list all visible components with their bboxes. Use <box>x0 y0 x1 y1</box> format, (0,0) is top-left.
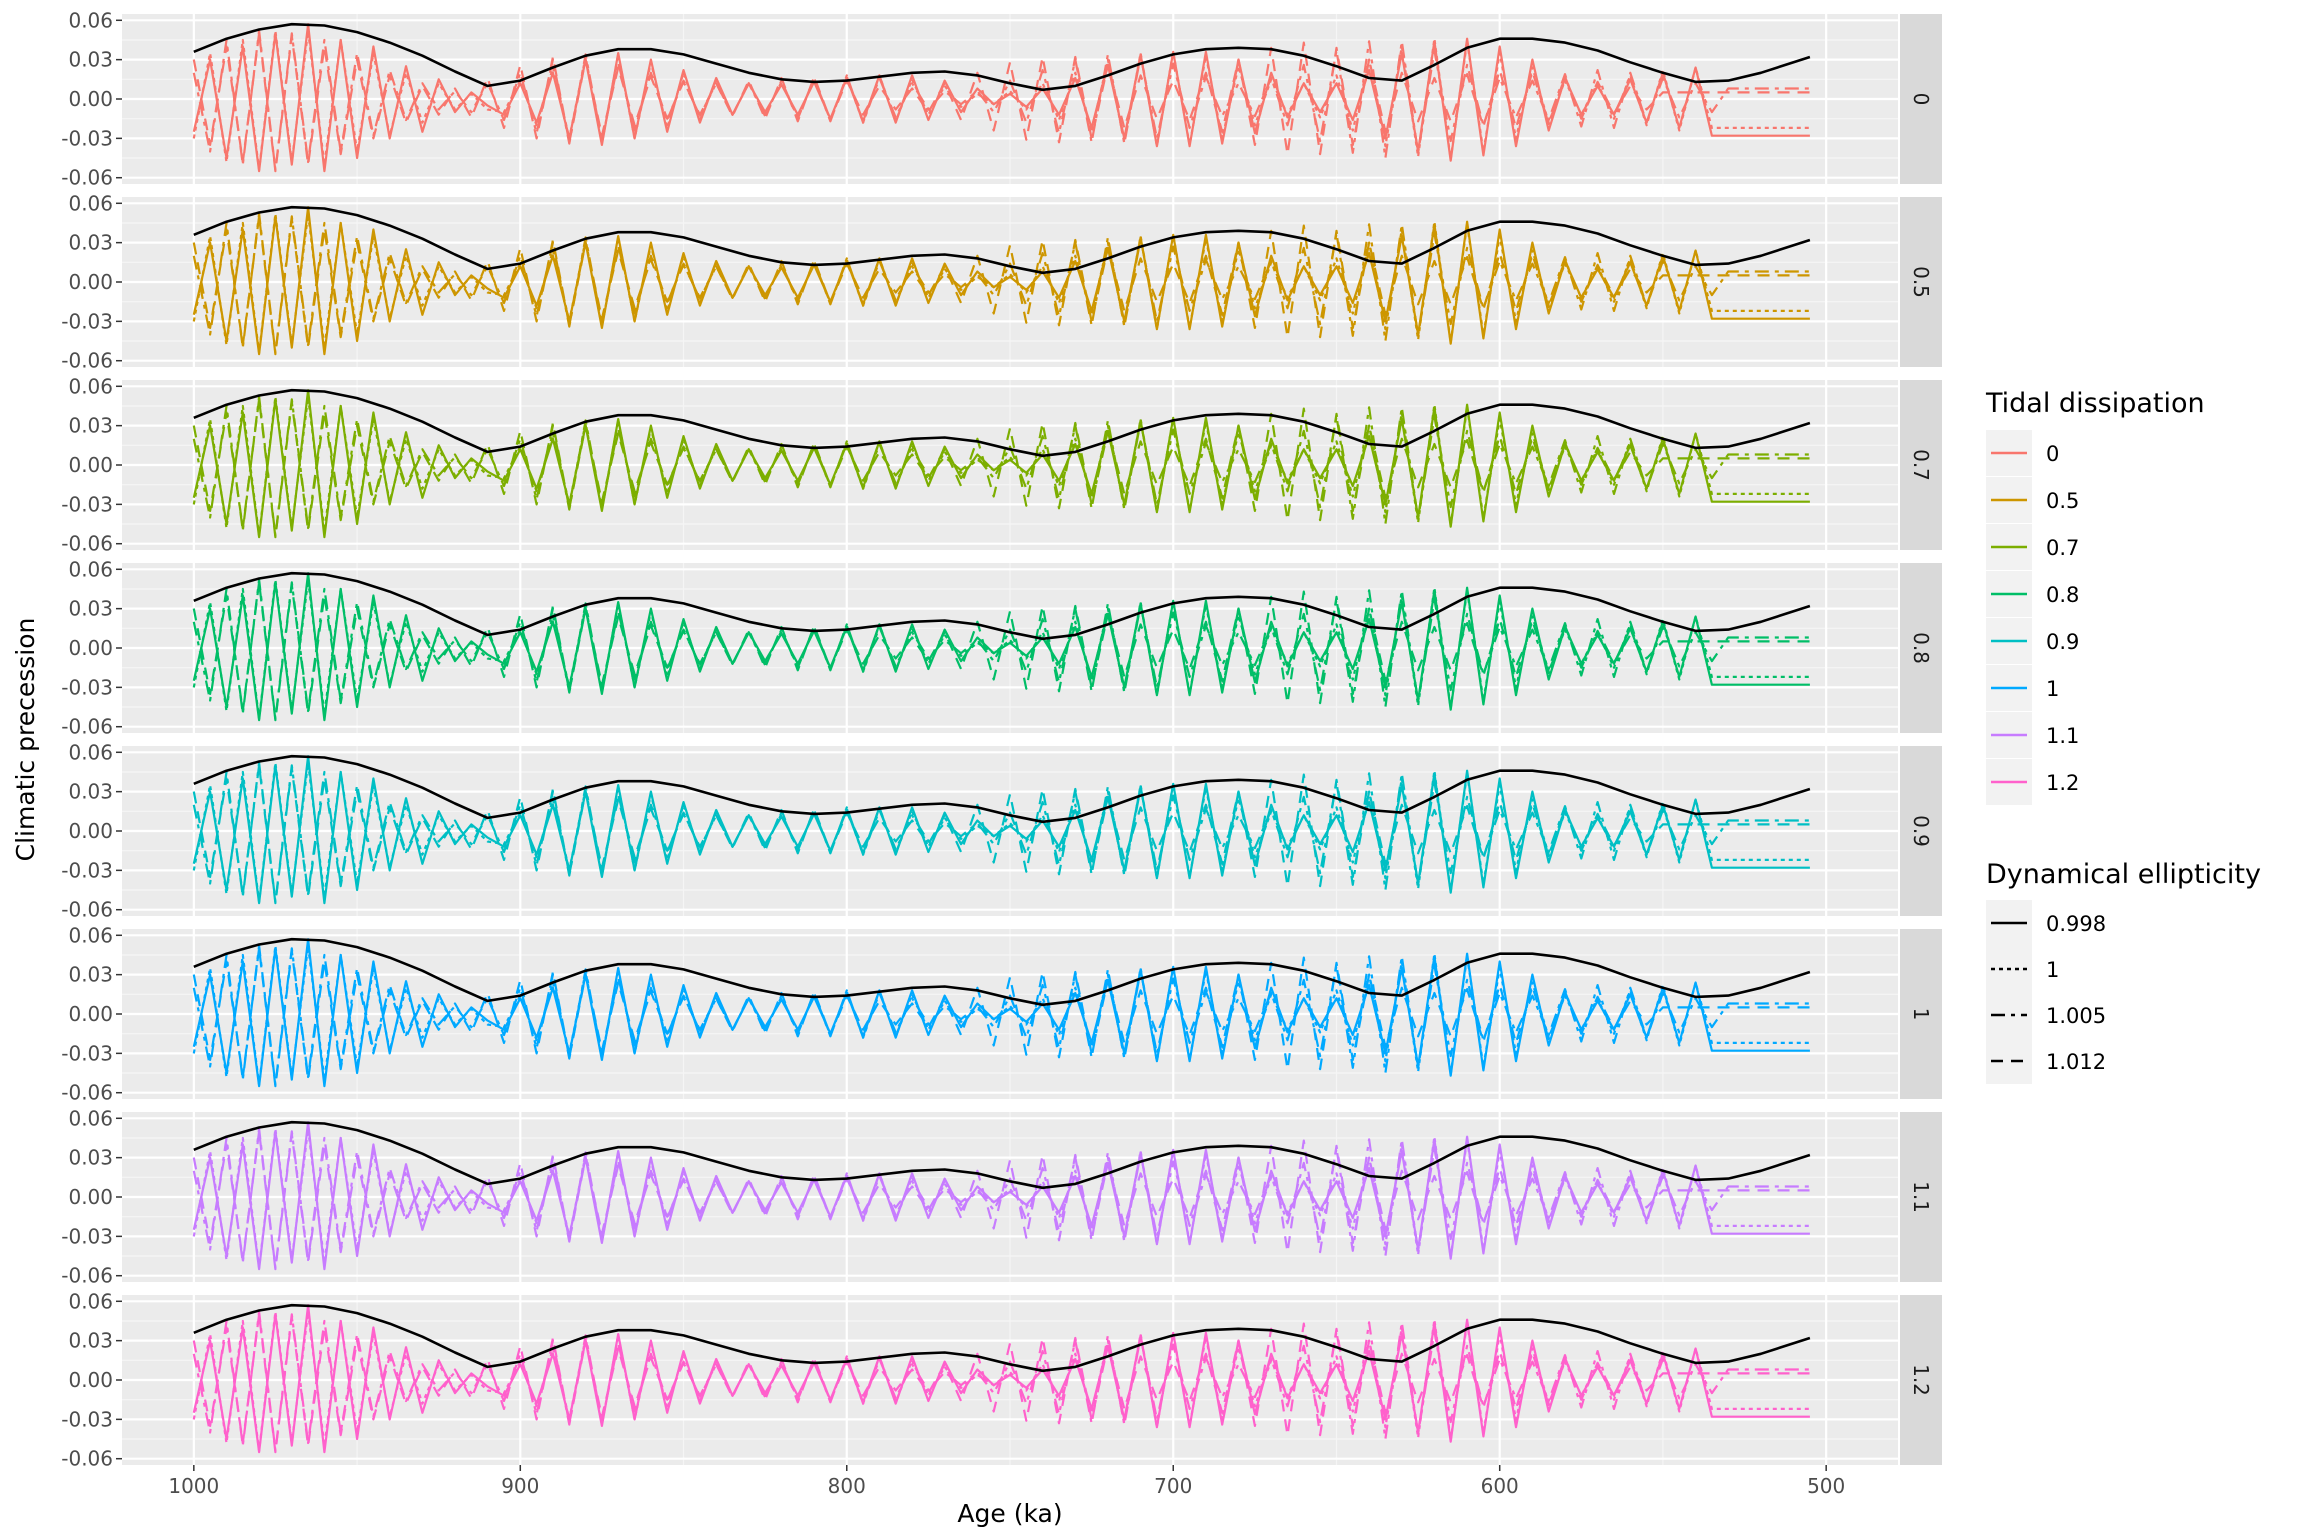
envelope-line <box>193 1303 1811 1373</box>
legend-title-dynamical-ellipticity: Dynamical ellipticity <box>1986 859 2261 890</box>
y-tick-label: 0.03 <box>68 963 113 987</box>
y-tick-label: 0.00 <box>68 636 113 660</box>
facet-strip <box>1900 197 1942 367</box>
x-tick-label: 700 <box>1154 1474 1192 1498</box>
legend-label-ellipticity: 0.998 <box>2046 912 2106 936</box>
y-tick-label: 0.03 <box>68 780 113 804</box>
series-line-1-012 <box>192 215 1810 356</box>
facet-strip-label: 0.9 <box>1909 815 1933 847</box>
y-tick-label: 0.06 <box>68 1106 113 1130</box>
y-tick-label: -0.03 <box>61 1041 113 1065</box>
facet-strip <box>1900 380 1942 550</box>
y-tick-label: -0.03 <box>61 858 113 882</box>
legend-label-ellipticity: 1.012 <box>2046 1050 2106 1074</box>
envelope-line <box>193 205 1811 275</box>
series-line-1-012 <box>192 1130 1810 1271</box>
y-tick-label: -0.06 <box>61 1081 113 1105</box>
legend-label-tidal: 0.5 <box>2046 489 2079 513</box>
y-tick-label: 0.06 <box>68 740 113 764</box>
facet-strip-label: 1.2 <box>1909 1364 1933 1396</box>
envelope-line <box>193 754 1811 824</box>
y-tick-label: 0.06 <box>68 8 113 32</box>
legend-label-tidal: 1 <box>2046 677 2059 701</box>
y-tick-label: -0.03 <box>61 1407 113 1431</box>
y-tick-label: 0.00 <box>68 1368 113 1392</box>
legend-label-tidal: 1.1 <box>2046 724 2079 748</box>
facet-strip <box>1900 1112 1942 1282</box>
envelope-line <box>193 1120 1811 1190</box>
facet-strip <box>1900 746 1942 916</box>
y-tick-label: 0.00 <box>68 1185 113 1209</box>
y-tick-label: -0.06 <box>61 532 113 556</box>
series-line-1-012 <box>192 398 1810 539</box>
legend-label-tidal: 1.2 <box>2046 771 2079 795</box>
y-tick-label: 0.06 <box>68 374 113 398</box>
y-tick-label: -0.06 <box>61 898 113 922</box>
facet-strip-label: 0.5 <box>1909 266 1933 298</box>
facet-strip <box>1900 929 1942 1099</box>
y-tick-label: 0.03 <box>68 1146 113 1170</box>
y-tick-label: -0.06 <box>61 349 113 373</box>
series-line-1-012 <box>192 764 1810 905</box>
legend-label-tidal: 0 <box>2046 442 2059 466</box>
y-tick-label: -0.03 <box>61 309 113 333</box>
x-tick-label: 1000 <box>168 1474 219 1498</box>
facet-strip-label: 1.1 <box>1909 1181 1933 1213</box>
y-tick-label: 0.00 <box>68 1002 113 1026</box>
y-tick-label: 0.06 <box>68 1289 113 1313</box>
series-line-1-012 <box>192 1313 1810 1454</box>
facet-strip-label: 1 <box>1909 1008 1933 1021</box>
y-tick-label: 0.03 <box>68 597 113 621</box>
legend-title-tidal-dissipation: Tidal dissipation <box>1985 388 2205 419</box>
legend-label-ellipticity: 1.005 <box>2046 1004 2106 1028</box>
y-tick-label: 0.06 <box>68 557 113 581</box>
series-line-1-012 <box>192 581 1810 722</box>
y-tick-label: -0.06 <box>61 1264 113 1288</box>
y-tick-label: 0.00 <box>68 270 113 294</box>
envelope-line <box>193 22 1811 92</box>
y-tick-label: 0.00 <box>68 819 113 843</box>
x-tick-label: 800 <box>828 1474 866 1498</box>
y-tick-label: -0.03 <box>61 675 113 699</box>
y-tick-label: -0.06 <box>61 166 113 190</box>
y-tick-label: -0.03 <box>61 126 113 150</box>
y-tick-label: 0.03 <box>68 231 113 255</box>
x-axis-title: Age (ka) <box>957 1499 1062 1528</box>
y-tick-label: 0.00 <box>68 87 113 111</box>
y-tick-label: -0.06 <box>61 1447 113 1471</box>
y-tick-label: 0.03 <box>68 48 113 72</box>
envelope-line <box>193 937 1811 1007</box>
facet-strip-label: 0 <box>1909 93 1933 106</box>
x-tick-label: 900 <box>501 1474 539 1498</box>
y-axis-title: Climatic precession <box>11 618 40 862</box>
facet-strip-label: 0.8 <box>1909 632 1933 664</box>
facet-strip <box>1900 14 1942 184</box>
legend-label-tidal: 0.9 <box>2046 630 2079 654</box>
legend-label-ellipticity: 1 <box>2046 958 2059 982</box>
series-line-1-012 <box>192 32 1810 173</box>
y-tick-label: 0.03 <box>68 414 113 438</box>
y-tick-label: 0.06 <box>68 923 113 947</box>
legend-label-tidal: 0.7 <box>2046 536 2079 560</box>
y-tick-label: 0.03 <box>68 1329 113 1353</box>
y-tick-label: 0.00 <box>68 453 113 477</box>
y-tick-label: -0.03 <box>61 1224 113 1248</box>
facet-strip-label: 0.7 <box>1909 449 1933 481</box>
legend-label-tidal: 0.8 <box>2046 583 2079 607</box>
y-tick-label: 0.06 <box>68 191 113 215</box>
envelope-line <box>193 571 1811 641</box>
facet-strip <box>1900 1295 1942 1465</box>
x-tick-label: 500 <box>1807 1474 1845 1498</box>
envelope-line <box>193 388 1811 458</box>
facet-strip <box>1900 563 1942 733</box>
y-tick-label: -0.06 <box>61 715 113 739</box>
x-tick-label: 600 <box>1481 1474 1519 1498</box>
series-line-1-012 <box>192 947 1810 1088</box>
y-tick-label: -0.03 <box>61 492 113 516</box>
